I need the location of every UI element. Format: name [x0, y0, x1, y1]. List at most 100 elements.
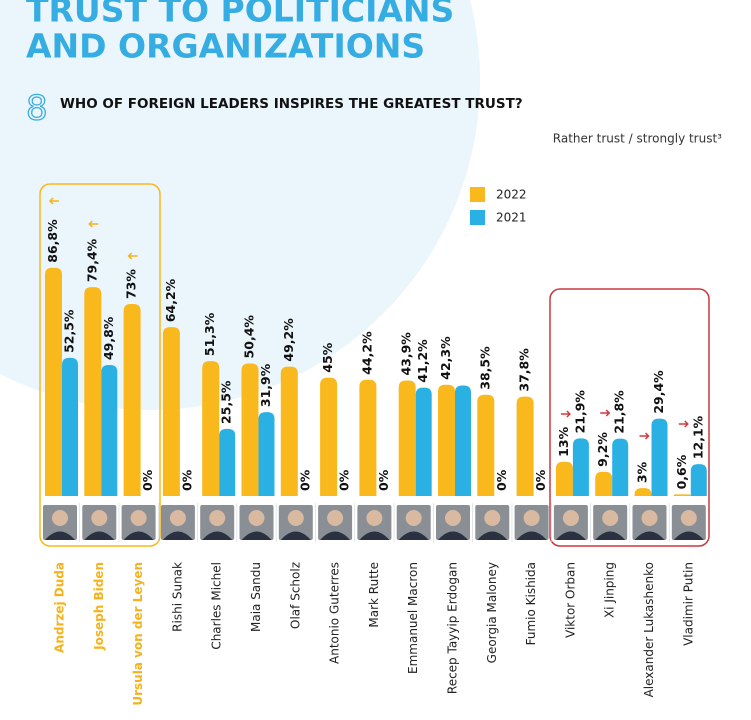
legend-swatch — [470, 210, 485, 225]
leader-photo-body — [673, 531, 704, 540]
legend-label: 2022 — [496, 188, 527, 202]
leader-photo-face — [680, 510, 697, 526]
leader-photo-body — [398, 531, 429, 540]
value-label: 0% — [140, 469, 155, 491]
bar — [62, 357, 78, 496]
leader-photo-face — [562, 510, 579, 526]
bar — [280, 366, 298, 496]
bar — [320, 377, 338, 496]
trend-arrow — [560, 410, 571, 418]
bar — [123, 304, 141, 496]
legend-swatch — [470, 187, 485, 202]
bar — [241, 363, 259, 496]
value-label: 73% — [124, 269, 139, 299]
value-label: 79,4% — [84, 238, 99, 282]
leader-photo-face — [405, 510, 422, 526]
value-label: 13% — [556, 426, 571, 456]
bar — [398, 380, 416, 496]
bar — [258, 412, 275, 496]
category-label: Charles Michel — [210, 562, 224, 650]
leader-photo-body — [241, 531, 272, 540]
value-label: 37,8% — [517, 348, 532, 392]
bar — [45, 267, 62, 496]
leader-photo-body — [595, 531, 626, 540]
leader-photo-face — [209, 510, 226, 526]
value-label: 51,3% — [202, 312, 217, 356]
legend-label: 2021 — [496, 211, 527, 225]
category-label: Olaf Scholz — [288, 562, 302, 629]
background-shape — [0, 0, 480, 410]
leader-photo-body — [320, 531, 351, 540]
leader-photo-body — [162, 531, 193, 540]
value-label: 44,2% — [359, 331, 374, 375]
category-label: Xi Jinping — [603, 562, 617, 618]
value-label: 12,1% — [690, 415, 705, 459]
category-label: Mark Rutte — [367, 562, 381, 628]
bar — [612, 438, 629, 496]
trend-arrow — [639, 432, 650, 440]
bar — [438, 384, 455, 496]
category-label: Andrzej Duda — [53, 562, 67, 653]
leader-photo-face — [366, 510, 383, 526]
bar — [516, 396, 534, 496]
trend-arrow — [600, 409, 611, 417]
category-label: Alexander Lukashenko — [642, 562, 656, 697]
bar — [219, 428, 236, 496]
value-label: 3% — [635, 461, 650, 483]
category-label: Ursula von der Leyen — [131, 562, 145, 706]
category-label: Emmanuel Macron — [406, 562, 420, 674]
leader-photo-body — [84, 531, 115, 540]
category-label: Fumio Kishida — [524, 562, 538, 645]
bar — [455, 385, 471, 496]
bar — [84, 287, 102, 496]
bar — [101, 365, 118, 496]
leader-photo-body — [555, 531, 586, 540]
value-label: 86,8% — [45, 219, 60, 263]
section-number: 8 — [26, 89, 48, 129]
leader-photo-body — [202, 531, 233, 540]
category-label: Antonio Guterres — [328, 562, 342, 664]
value-label: 43,9% — [399, 332, 414, 376]
bar — [555, 461, 573, 496]
value-label: 50,4% — [242, 315, 257, 359]
value-label: 0,6% — [674, 454, 689, 489]
bar — [690, 464, 707, 496]
leader-photo-body — [516, 531, 547, 540]
bar — [634, 488, 652, 496]
category-label: Georgia Maloney — [485, 562, 499, 663]
value-label: 0% — [533, 469, 548, 491]
value-label: 49,2% — [281, 318, 296, 362]
value-label: 64,2% — [163, 278, 178, 322]
leader-photo-face — [484, 510, 501, 526]
value-label: 42,3% — [438, 336, 453, 380]
leader-photo-body — [438, 531, 468, 540]
value-label: 21,9% — [572, 390, 587, 434]
bar — [415, 387, 432, 496]
leader-photo-face — [130, 510, 147, 526]
bar — [673, 494, 691, 496]
leader-photo-body — [477, 531, 508, 540]
leader-photo-face — [169, 510, 186, 526]
leader-photo-face — [445, 510, 461, 526]
category-label: Recep Tayyip Erdogan — [446, 562, 460, 694]
trend-arrow — [88, 220, 99, 228]
category-label: Joseph Biden — [92, 562, 106, 651]
trend-arrow — [678, 420, 689, 428]
leader-photo-face — [52, 510, 68, 526]
value-label: 0% — [297, 469, 312, 491]
section-title: TRUST TO POLITICIANS — [26, 0, 454, 30]
value-label: 21,8% — [612, 390, 627, 434]
section-title: AND ORGANIZATIONS — [26, 27, 425, 66]
category-label: Viktor Orban — [563, 562, 577, 638]
value-label: 52,5% — [62, 309, 77, 353]
leader-photo-face — [287, 510, 304, 526]
value-label: 38,5% — [477, 346, 492, 390]
value-label: 0% — [376, 469, 391, 491]
trend-arrow — [48, 197, 59, 205]
leader-photo-face — [641, 510, 658, 526]
value-label: 41,2% — [415, 339, 430, 383]
bar — [359, 379, 377, 496]
leader-photo-face — [602, 510, 619, 526]
